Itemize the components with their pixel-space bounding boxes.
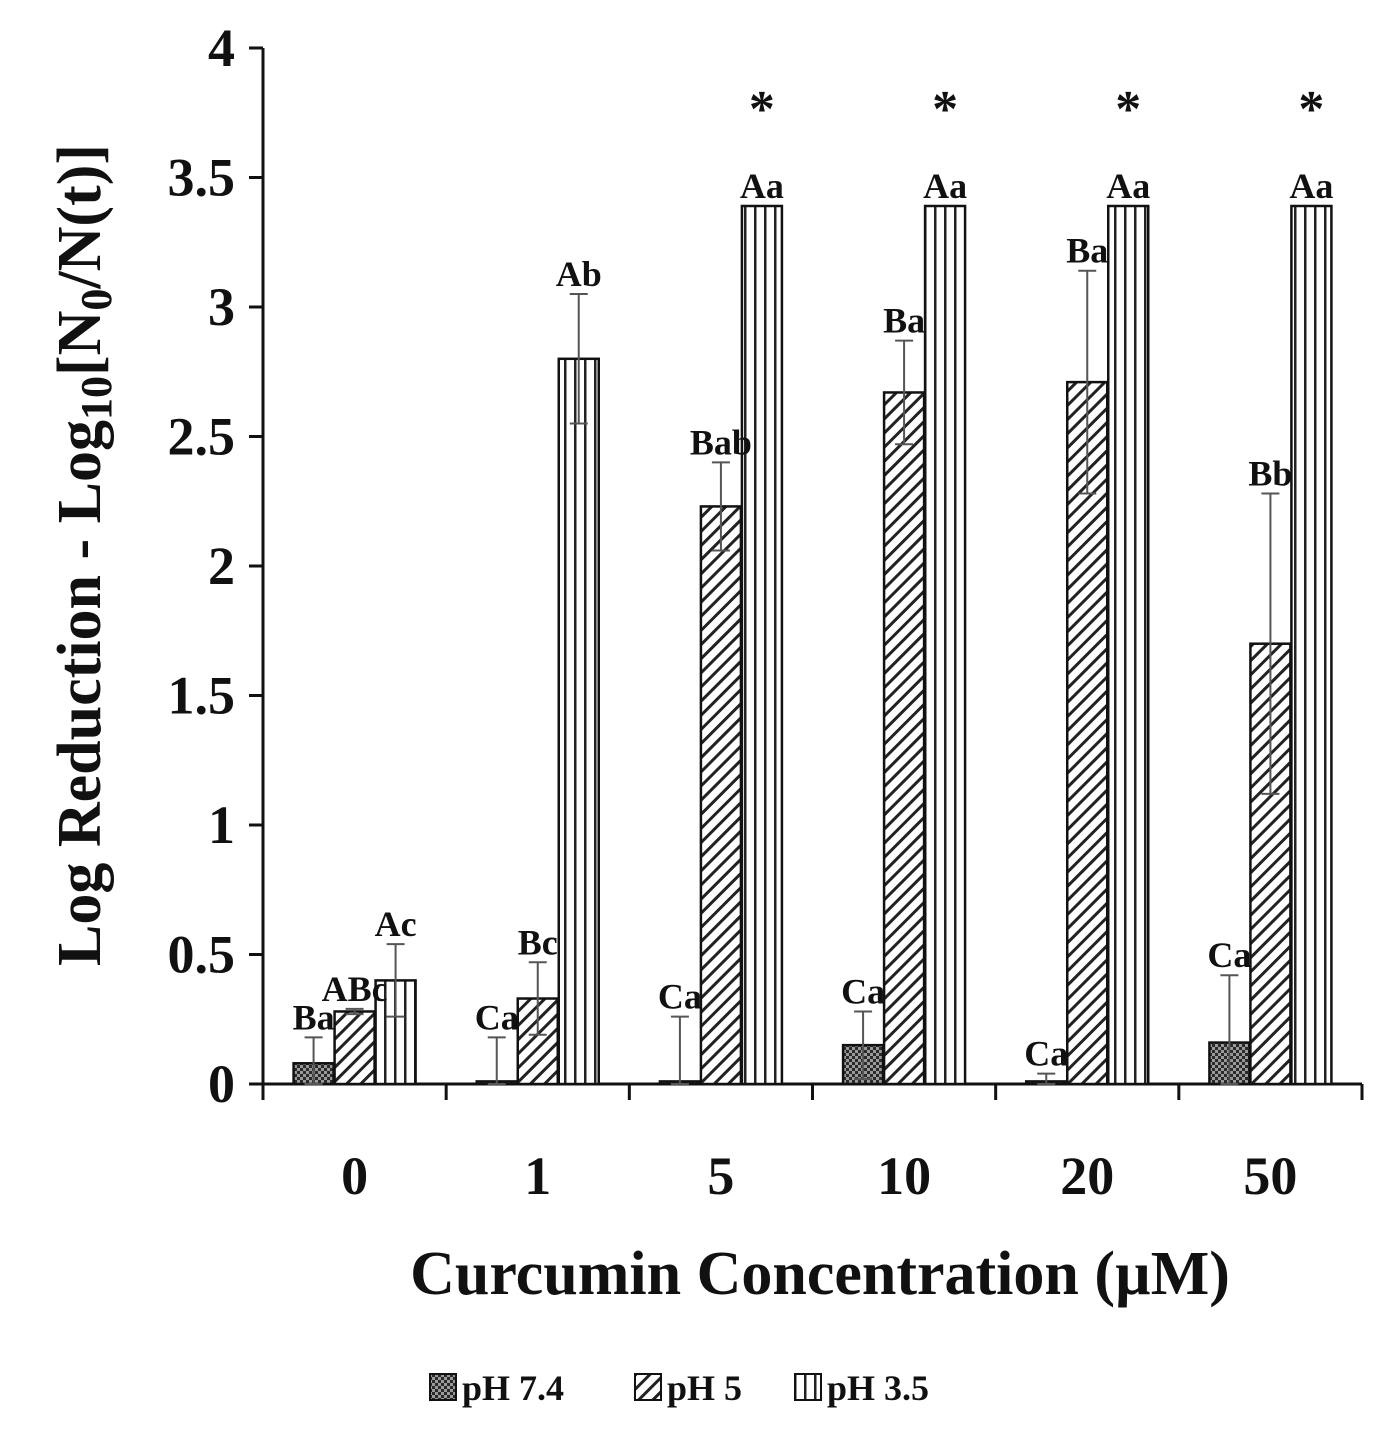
legend: pH 7.4 pH 5 pH 3.5 [429,1368,929,1408]
bar [699,505,743,1086]
data-label: Bb [1248,453,1292,493]
bar [882,391,926,1086]
x-tick-label: 0 [341,1146,368,1206]
significance-star: * [1298,81,1324,138]
legend-swatch [429,1373,457,1401]
y-tick-label: 3 [208,277,235,337]
x-tick-label: 10 [877,1146,931,1206]
error-bars [304,269,1280,1085]
y-tick-label: 2 [208,536,235,596]
y-tick-label: 4 [208,18,235,78]
x-tick-label: 5 [707,1146,734,1206]
data-label: Ca [658,977,702,1017]
x-tick-label: 1 [524,1146,551,1206]
x-tick-label: 50 [1243,1146,1297,1206]
y-title-rest: /N(t)] [46,144,114,290]
data-label: Aa [1289,166,1333,206]
data-label: Bc [518,922,558,962]
significance-labels: Ba Ca Ca Ca Ca Ca ABc Bc Bab Ba Ba Bb Ac Ab Aa * Aa * Aa * A… [293,81,1334,1074]
data-label: Ba [1066,231,1108,271]
data-label: Bab [690,422,752,462]
y-tick-label: 1 [208,795,235,855]
x-tick-label: 20 [1060,1146,1114,1206]
significance-star: * [1115,81,1141,138]
y-tick-label: 2.5 [168,407,236,467]
legend-swatch [634,1373,662,1401]
data-label: Ba [883,301,925,341]
y-title-sub10: 10 [72,376,121,420]
y-tick-label: 0 [208,1054,235,1114]
data-label: Ca [841,971,885,1011]
data-label: Aa [1106,166,1150,206]
data-label: Aa [923,166,967,206]
significance-star: * [932,81,958,138]
legend-label: pH 3.5 [827,1368,929,1408]
y-tick-label: 1.5 [168,666,236,726]
bar [923,204,967,1086]
bar [1107,204,1150,1086]
data-label: Aa [740,166,784,206]
legend-label: pH 7.4 [462,1368,564,1408]
significance-star: * [749,81,775,138]
y-title-n: [N [46,311,114,376]
bar [374,979,417,1086]
data-label: Ca [1024,1034,1068,1074]
legend-label: pH 5 [667,1368,742,1408]
data-label: Ac [375,904,417,944]
legend-swatch [794,1373,822,1401]
bar [557,357,600,1086]
y-axis-title: Log Reduction - Log10[N0/N(t)] [46,144,121,966]
y-tick-label: 3.5 [168,148,236,208]
bar [740,204,784,1086]
data-label: Ba [293,997,335,1037]
bar [1290,204,1333,1086]
bar [333,1010,376,1086]
data-label: Ca [1207,935,1251,975]
bars [292,204,1333,1086]
y-title-sub0: 0 [72,289,121,311]
data-label: ABc [322,969,388,1009]
y-tick-label: 0.5 [168,925,236,985]
data-label: Ca [475,997,519,1037]
data-label: Ab [556,254,602,294]
y-title-main: Log Reduction - Log [46,420,114,966]
x-axis-title: Curcumin Concentration (µM) [410,1240,1230,1308]
axes: 0 0.5 1 1.5 2 2.5 3 3.5 4 0 1 5 10 20 50 [168,18,1364,1206]
